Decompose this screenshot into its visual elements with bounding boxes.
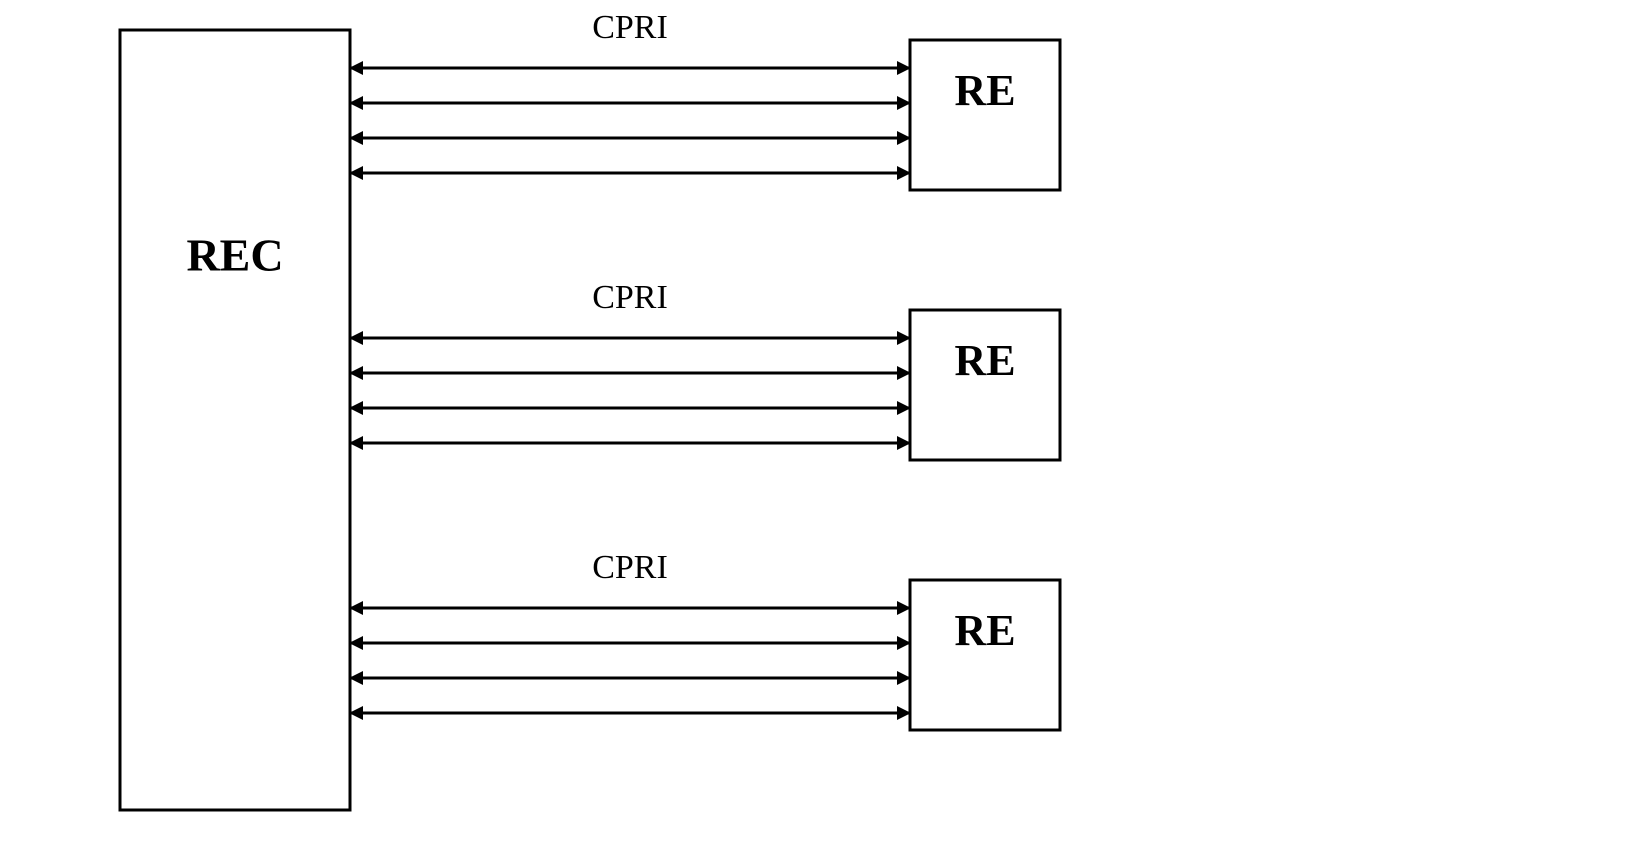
re-label-0: RE [954, 66, 1015, 115]
cpri-label-1: CPRI [592, 279, 668, 316]
rec-box [120, 30, 350, 810]
cpri-diagram: REC RE RE RE CPRI CPRI CPRI [0, 0, 1638, 848]
rec-label: REC [186, 230, 283, 281]
cpri-label-0: CPRI [592, 9, 668, 46]
re-label-1: RE [954, 336, 1015, 385]
re-label-2: RE [954, 606, 1015, 655]
cpri-label-2: CPRI [592, 549, 668, 586]
